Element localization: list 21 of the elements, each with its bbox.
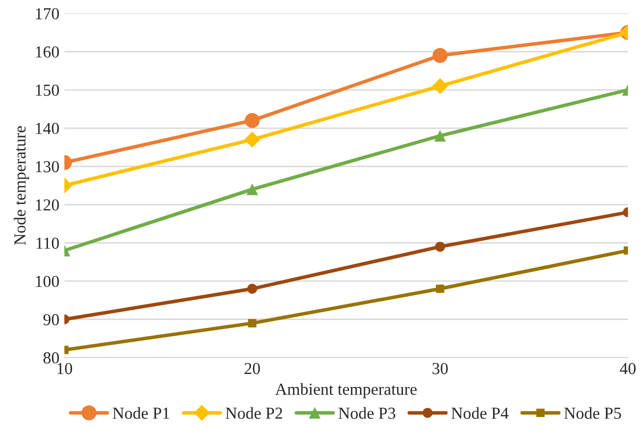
y-tick-label: 120 — [36, 199, 59, 211]
y-axis-title: Node temperature — [14, 126, 29, 245]
x-tick-label: 20 — [244, 362, 260, 374]
y-tick-label: 130 — [36, 161, 59, 172]
y-tick-label: 110 — [36, 238, 59, 249]
y-tick-label: 160 — [36, 46, 59, 58]
x-tick-label: 10 — [58, 362, 72, 374]
legend-label: Node P1 — [112, 407, 170, 419]
legend-label: Node P5 — [564, 407, 622, 419]
y-tick-label: 150 — [36, 84, 59, 96]
y-tick-label: 140 — [36, 122, 59, 134]
x-tick-label: 30 — [432, 362, 448, 374]
x-axis-title: Ambient temperature — [275, 383, 417, 398]
legend-label: Node P4 — [451, 407, 509, 419]
x-tick-label: 40 — [620, 362, 636, 374]
y-tick-label: 170 — [36, 8, 59, 20]
legend-label: Node P3 — [338, 407, 396, 419]
y-tick-label: 100 — [36, 276, 59, 288]
y-tick-label: 80 — [44, 352, 59, 364]
y-tick-label: 90 — [43, 314, 59, 326]
legend-label: Node P2 — [226, 407, 282, 419]
